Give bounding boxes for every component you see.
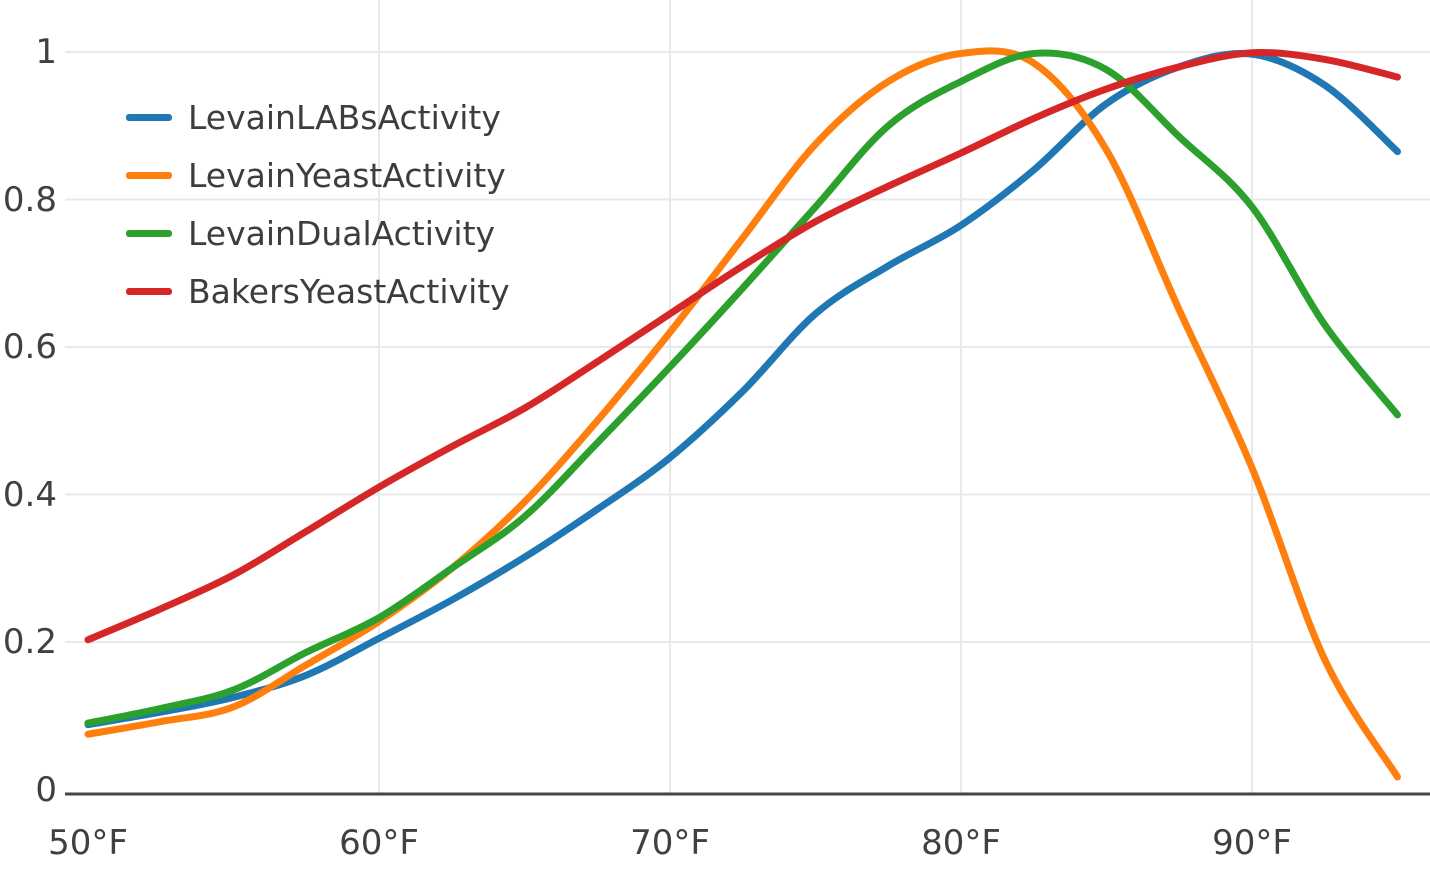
legend-line-swatch-green bbox=[126, 229, 172, 237]
series-line-LevainYeastActivity[interactable] bbox=[84, 47, 1401, 781]
series-line-BakersYeastActivity[interactable] bbox=[84, 48, 1401, 644]
legend-item-levain-dual[interactable]: LevainDualActivity bbox=[126, 204, 510, 262]
legend-line-swatch-blue bbox=[126, 113, 172, 121]
legend-item-levain-labs[interactable]: LevainLABsActivity bbox=[126, 88, 510, 146]
x-tick-label: 90°F bbox=[1212, 823, 1292, 863]
x-tick-label: 50°F bbox=[48, 823, 128, 863]
legend-item-levain-yeast[interactable]: LevainYeastActivity bbox=[126, 146, 510, 204]
x-tick-label: 80°F bbox=[921, 823, 1001, 863]
y-tick-label: 0.6 bbox=[2, 327, 57, 367]
legend: LevainLABsActivity LevainYeastActivity L… bbox=[126, 88, 510, 320]
series-line-LevainDualActivity[interactable] bbox=[84, 49, 1401, 727]
legend-label: LevainDualActivity bbox=[188, 213, 496, 253]
legend-line-swatch-orange bbox=[126, 171, 172, 179]
y-tick-label: 0.2 bbox=[2, 622, 57, 662]
legend-line-swatch-red bbox=[126, 287, 172, 295]
legend-label: BakersYeastActivity bbox=[188, 271, 510, 311]
y-tick-label: 0.4 bbox=[2, 474, 57, 515]
y-tick-label: 1 bbox=[35, 32, 57, 72]
x-tick-label: 60°F bbox=[339, 823, 419, 863]
x-tick-label: 70°F bbox=[630, 823, 710, 863]
legend-label: LevainLABsActivity bbox=[188, 97, 501, 137]
legend-item-bakers-yeast[interactable]: BakersYeastActivity bbox=[126, 262, 510, 320]
y-tick-label: 0 bbox=[35, 769, 57, 810]
legend-label: LevainYeastActivity bbox=[188, 155, 506, 195]
y-tick-label: 0.8 bbox=[2, 179, 57, 220]
